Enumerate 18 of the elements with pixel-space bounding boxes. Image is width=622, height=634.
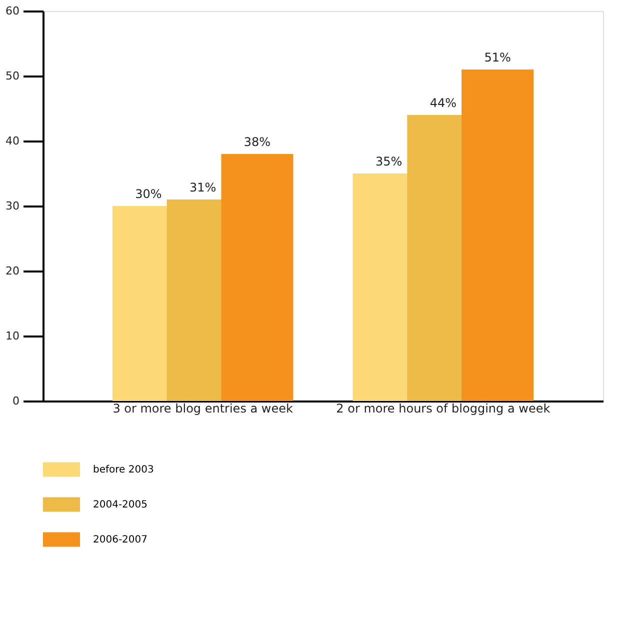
legend-label: before 2003: [93, 464, 154, 476]
x-tick-label: 2 or more hours of blogging a week: [336, 402, 550, 416]
legend-label: 2006-2007: [93, 534, 148, 546]
y-tick-label: 50: [6, 70, 20, 82]
y-tick-label: 30: [6, 200, 20, 212]
y-tick-label: 20: [6, 264, 20, 278]
x-tick-label: 3 or more blog entries a week: [112, 402, 294, 416]
data-label: 35%: [375, 154, 402, 168]
data-label: 30%: [135, 187, 162, 201]
y-tick-label: 0: [12, 394, 20, 408]
data-label: 31%: [189, 180, 216, 194]
y-tick-label: 60: [6, 4, 20, 18]
y-tick-label: 10: [6, 330, 20, 342]
data-label: 51%: [484, 50, 511, 64]
data-label: 44%: [430, 96, 457, 110]
data-label: 38%: [244, 135, 271, 149]
y-tick-label: 40: [6, 134, 20, 148]
legend-label: 2004-2005: [93, 500, 148, 510]
